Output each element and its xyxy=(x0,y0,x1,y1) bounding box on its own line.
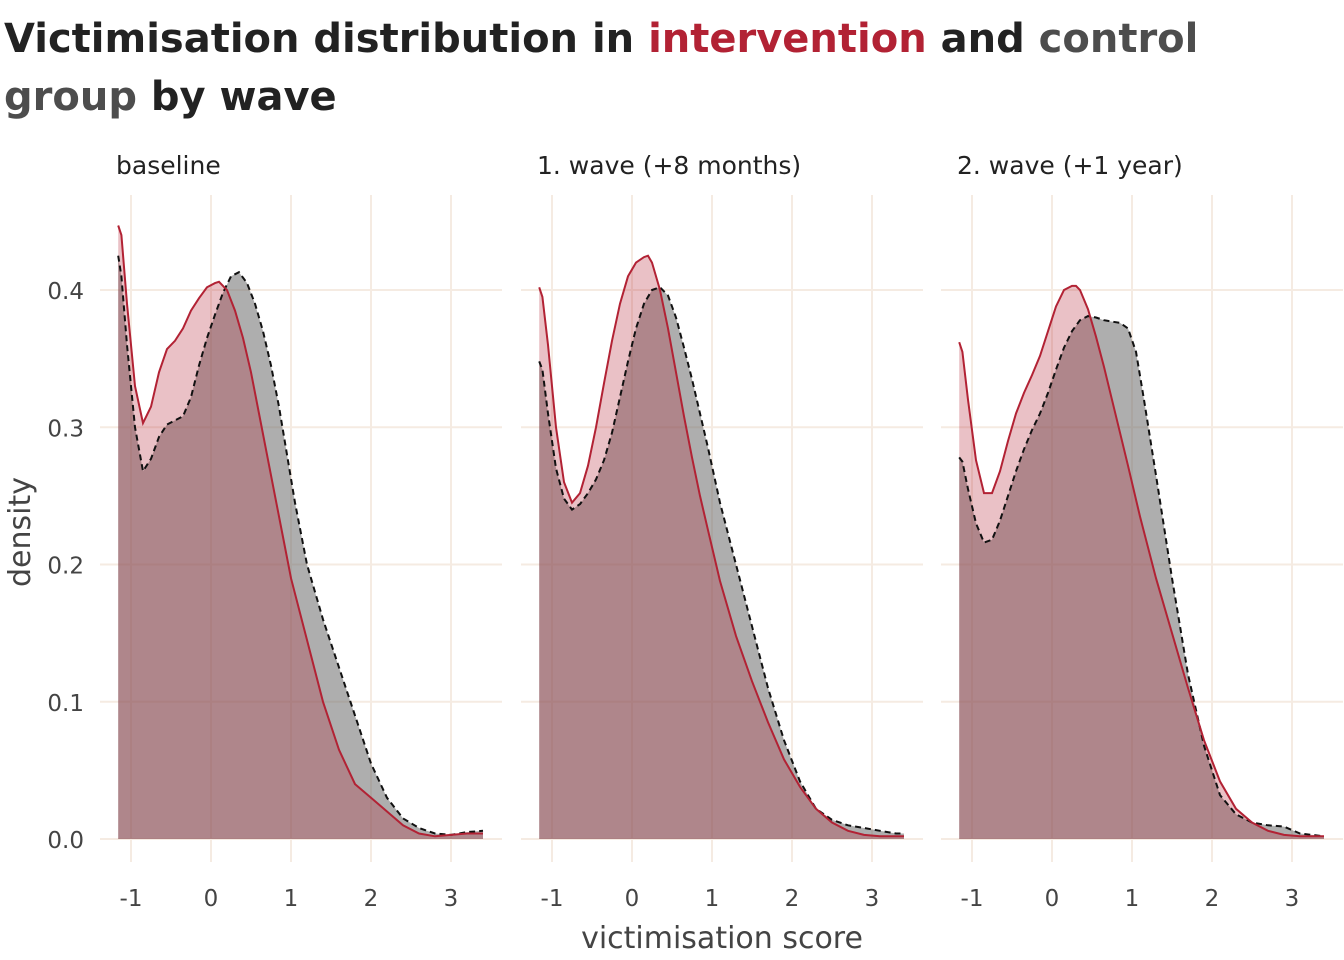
control-density-area xyxy=(539,287,904,839)
control-density-line xyxy=(958,315,1325,838)
title-suffix: by wave xyxy=(136,74,337,120)
y-tick-label: 0.2 xyxy=(47,554,84,580)
intervention-density-line xyxy=(117,225,483,838)
y-axis-label: density xyxy=(3,477,38,587)
y-tick-label: 0.1 xyxy=(47,691,84,717)
facet-panel: 1. wave (+8 months) -1 0 1 2 3 xyxy=(521,151,923,912)
title-intervention: intervention xyxy=(648,16,927,62)
facet-panel: 2. wave (+1 year) -1 0 1 2 3 xyxy=(941,151,1343,912)
x-tick-label: 2 xyxy=(1205,886,1220,912)
x-tick-label: 1 xyxy=(1125,886,1140,912)
intervention-density-line xyxy=(958,284,1324,838)
control-density-line xyxy=(117,255,484,836)
facet-label: baseline xyxy=(116,151,221,180)
y-tick-label: 0.4 xyxy=(47,279,84,305)
control-density-area xyxy=(118,255,483,839)
x-tick-label: 2 xyxy=(364,886,379,912)
x-tick-label: 0 xyxy=(1045,886,1060,912)
x-axis-label: victimisation score xyxy=(581,921,863,956)
intervention-density-line xyxy=(538,254,904,838)
intervention-density-area xyxy=(539,255,904,839)
control-density-area xyxy=(959,316,1324,840)
title-middle: and xyxy=(926,16,1039,62)
intervention-density-area xyxy=(959,285,1324,839)
x-tick-label: 1 xyxy=(705,886,720,912)
x-tick-label: -1 xyxy=(541,886,564,912)
x-tick-label: 3 xyxy=(444,886,459,912)
x-tick-label: -1 xyxy=(961,886,984,912)
facet-label: 2. wave (+1 year) xyxy=(957,151,1183,180)
intervention-density-area xyxy=(118,225,483,839)
x-tick-label: 3 xyxy=(1285,886,1300,912)
title-prefix: Victimisation distribution in xyxy=(4,16,649,62)
title-control: control group xyxy=(4,16,1199,120)
chart-title: Victimisation distribution in interventi… xyxy=(4,10,1334,126)
facet-panel: baseline -1 0 1 2 3 xyxy=(100,151,502,912)
x-tick-label: -1 xyxy=(120,886,143,912)
x-tick-label: 0 xyxy=(204,886,219,912)
control-density-line xyxy=(538,286,904,835)
facet-label: 1. wave (+8 months) xyxy=(537,151,801,180)
x-tick-label: 3 xyxy=(865,886,880,912)
x-tick-label: 0 xyxy=(625,886,640,912)
x-tick-label: 1 xyxy=(284,886,299,912)
y-tick-label: 0.0 xyxy=(47,828,84,854)
x-tick-label: 2 xyxy=(785,886,800,912)
y-tick-label: 0.3 xyxy=(47,416,84,442)
